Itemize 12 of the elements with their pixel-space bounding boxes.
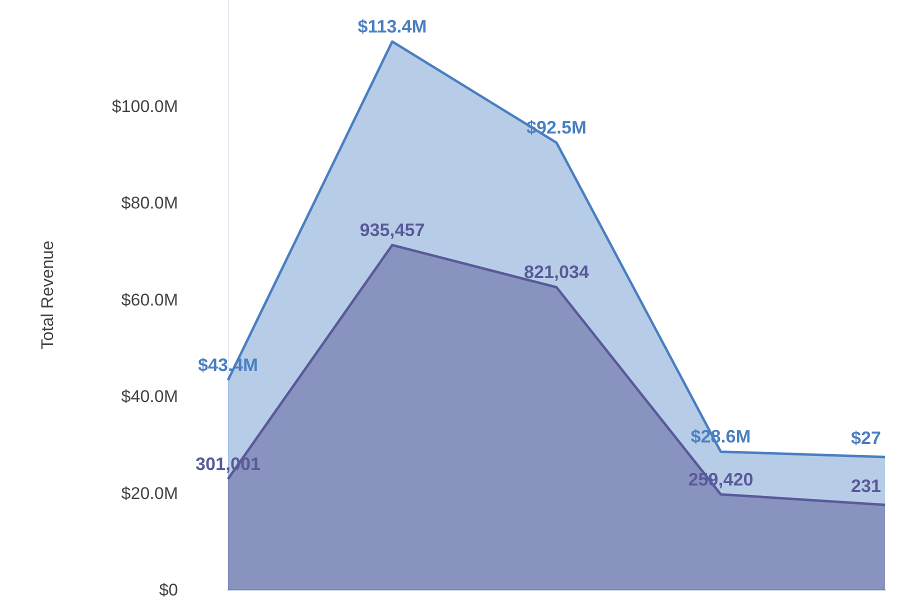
y-tick-label: $40.0M xyxy=(121,387,178,406)
y-tick-label: $100.0M xyxy=(112,96,178,116)
y-tick-label: $80.0M xyxy=(121,194,178,213)
data-label: 935,457 xyxy=(360,220,425,240)
data-label: 821,034 xyxy=(524,262,590,282)
annotation: $27 xyxy=(851,428,882,448)
y-axis-title: Total Revenue xyxy=(38,240,57,350)
y-tick-label: $20.0M xyxy=(121,484,178,503)
data-label: $113.4M xyxy=(358,16,427,37)
y-tick-label: $0 xyxy=(159,580,178,600)
annotation: 231 xyxy=(851,476,882,496)
y-tick-label: $60.0M xyxy=(121,290,178,310)
